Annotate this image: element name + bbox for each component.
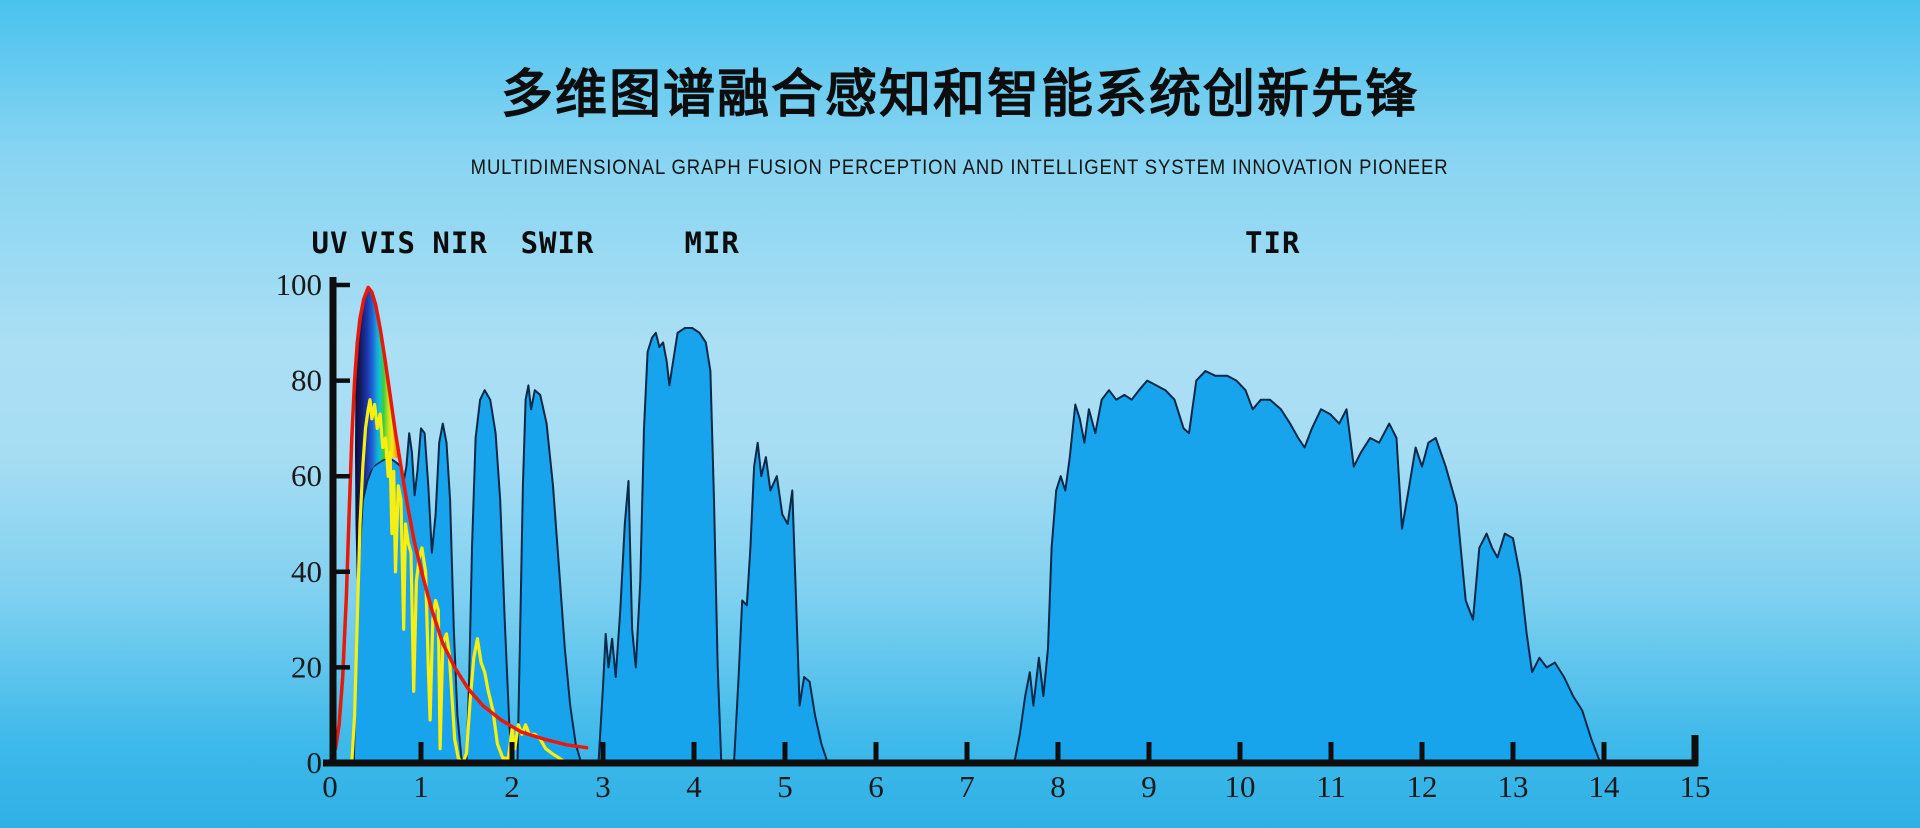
series-atmospheric-window-lwir-tir — [1013, 370, 1602, 764]
band-label-uv: UV — [311, 226, 349, 260]
y-tick-label-40: 40 — [291, 554, 322, 589]
band-label-swir: SWIR — [520, 226, 595, 260]
x-tick-label-3: 3 — [595, 769, 611, 804]
band-label-mir: MIR — [684, 226, 740, 260]
page-subtitle-row: MULTIDIMENSIONAL GRAPH FUSION PERCEPTION… — [0, 156, 1920, 180]
page-subtitle: MULTIDIMENSIONAL GRAPH FUSION PERCEPTION… — [471, 156, 1449, 179]
series-blackbody-solar-envelope — [333, 285, 589, 751]
band-label-vis: VIS — [360, 226, 416, 260]
x-tick-label-11: 11 — [1316, 769, 1346, 804]
x-tick-label-4: 4 — [686, 769, 702, 804]
x-tick-label-14: 14 — [1589, 769, 1621, 804]
series-atmospheric-window-swir-2 — [516, 384, 583, 764]
x-tick-label-0: 0 — [322, 769, 338, 804]
y-tick-label-60: 60 — [291, 458, 322, 493]
page-title: 多维图谱融合感知和智能系统创新先锋 — [500, 66, 1419, 124]
series-atmospheric-window-swir-1 — [465, 389, 514, 764]
series-layer — [333, 285, 1602, 765]
x-tick-label-9: 9 — [1141, 769, 1157, 804]
x-tick-label-6: 6 — [868, 769, 884, 804]
x-tick-label-1: 1 — [413, 769, 429, 804]
series-solar-spectrum-exoatmospheric-rainbow — [355, 287, 400, 582]
x-tick-label-7: 7 — [959, 769, 975, 804]
series-atmospheric-window-uv-vis-nir — [352, 422, 463, 764]
series-atmospheric-window-mwir-2 — [733, 441, 829, 764]
y-tick-label-100: 100 — [276, 267, 323, 302]
x-tick-label-8: 8 — [1050, 769, 1066, 804]
band-label-nir: NIR — [432, 226, 488, 260]
x-tick-label-13: 13 — [1498, 769, 1529, 804]
y-tick-label-0: 0 — [307, 745, 323, 780]
x-tick-label-15: 15 — [1680, 769, 1711, 804]
y-tick-label-20: 20 — [291, 649, 322, 684]
x-tick-label-5: 5 — [777, 769, 793, 804]
x-tick-label-2: 2 — [504, 769, 520, 804]
series-solar-spectrum-sea-level — [350, 398, 569, 765]
x-tick-label-12: 12 — [1407, 769, 1438, 804]
x-tick-label-10: 10 — [1225, 769, 1256, 804]
band-label-tir: TIR — [1245, 226, 1301, 260]
series-atmospheric-window-mwir-1 — [597, 327, 723, 764]
y-tick-label-80: 80 — [291, 363, 322, 398]
